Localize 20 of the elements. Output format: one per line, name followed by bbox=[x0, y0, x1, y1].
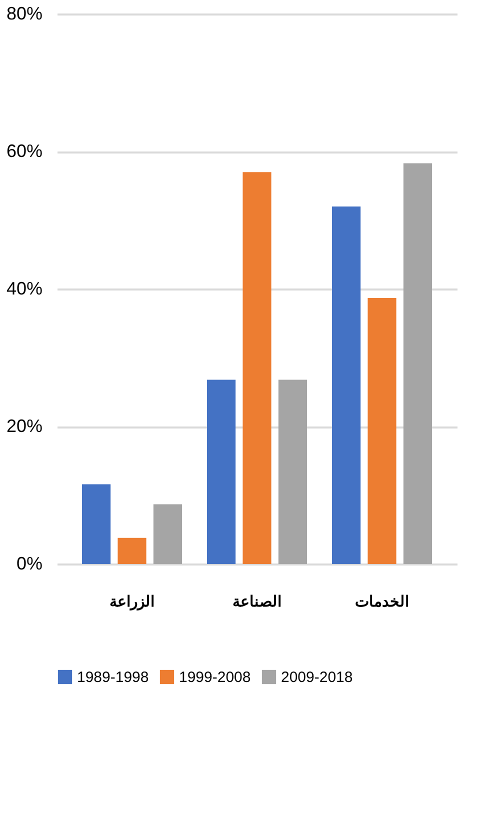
y-tick-label: 20% bbox=[6, 416, 42, 436]
bar bbox=[403, 163, 432, 564]
bar bbox=[332, 206, 361, 564]
legend-label: 1989-1998 bbox=[77, 669, 149, 686]
x-tick-label: الصناعة bbox=[232, 594, 282, 610]
legend-label: 1999-2008 bbox=[179, 669, 251, 686]
legend-label: 2009-2018 bbox=[281, 669, 353, 686]
x-tick-label: الخدمات bbox=[355, 594, 409, 610]
y-tick-label: 80% bbox=[6, 4, 42, 24]
x-tick-label: الزراعة bbox=[110, 594, 154, 610]
bar bbox=[278, 380, 307, 564]
bar bbox=[118, 538, 146, 564]
y-tick-label: 60% bbox=[6, 141, 42, 161]
bar bbox=[368, 298, 396, 564]
bar bbox=[153, 504, 182, 564]
y-tick-label: 40% bbox=[6, 278, 42, 298]
bar bbox=[82, 484, 111, 564]
bar bbox=[242, 172, 272, 564]
y-tick-label: 0% bbox=[16, 554, 42, 574]
bar bbox=[207, 380, 236, 564]
